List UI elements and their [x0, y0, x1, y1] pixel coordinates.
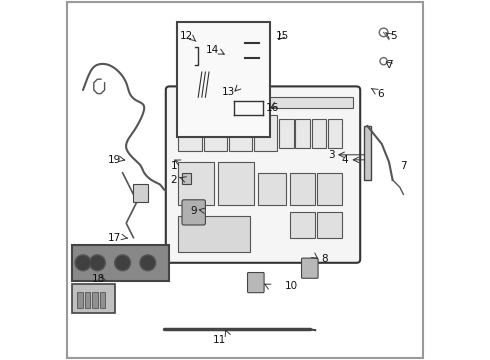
Text: 13: 13	[221, 87, 235, 97]
Circle shape	[115, 255, 130, 271]
FancyBboxPatch shape	[166, 86, 360, 263]
Bar	[290, 212, 315, 238]
Text: 10: 10	[285, 281, 298, 291]
Text: 1: 1	[171, 161, 177, 171]
Bar	[258, 173, 286, 205]
Circle shape	[91, 256, 104, 269]
Bar	[176, 97, 353, 108]
Bar	[92, 292, 98, 308]
Circle shape	[90, 255, 105, 271]
Circle shape	[141, 256, 154, 269]
Text: 7: 7	[400, 161, 407, 171]
Bar	[364, 126, 371, 180]
Bar	[204, 115, 227, 151]
Bar	[229, 115, 252, 151]
FancyBboxPatch shape	[301, 258, 318, 278]
Text: 16: 16	[266, 103, 279, 113]
Bar	[317, 212, 342, 238]
Text: 2: 2	[171, 175, 177, 185]
Text: 3: 3	[328, 150, 335, 160]
Bar	[182, 173, 191, 184]
Bar	[218, 162, 254, 205]
Text: 14: 14	[206, 45, 219, 55]
Bar	[312, 119, 326, 148]
Circle shape	[75, 255, 91, 271]
Circle shape	[76, 256, 90, 269]
Text: 12: 12	[179, 31, 193, 41]
Bar	[178, 216, 250, 252]
Text: 4: 4	[342, 155, 348, 165]
Circle shape	[140, 255, 156, 271]
Text: 18: 18	[92, 274, 105, 284]
Bar	[72, 245, 170, 281]
Text: 6: 6	[377, 89, 384, 99]
Text: 7: 7	[386, 60, 392, 70]
Text: 8: 8	[321, 254, 328, 264]
Bar	[100, 292, 105, 308]
Bar	[72, 284, 116, 313]
FancyBboxPatch shape	[247, 273, 264, 293]
Bar	[133, 184, 148, 202]
Text: 9: 9	[191, 206, 197, 216]
Bar	[290, 173, 315, 205]
FancyBboxPatch shape	[182, 200, 205, 225]
Bar	[295, 119, 310, 148]
Text: 5: 5	[390, 31, 396, 41]
Bar	[254, 115, 277, 151]
Bar	[178, 162, 215, 205]
Text: 17: 17	[108, 233, 122, 243]
FancyBboxPatch shape	[176, 22, 270, 137]
Bar	[279, 119, 294, 148]
Bar	[77, 292, 83, 308]
Bar	[178, 115, 202, 151]
Text: 19: 19	[108, 155, 122, 165]
Text: 15: 15	[276, 31, 290, 41]
Circle shape	[116, 256, 129, 269]
Bar	[317, 173, 342, 205]
Bar	[328, 119, 342, 148]
Bar	[85, 292, 90, 308]
Text: 11: 11	[213, 335, 226, 345]
